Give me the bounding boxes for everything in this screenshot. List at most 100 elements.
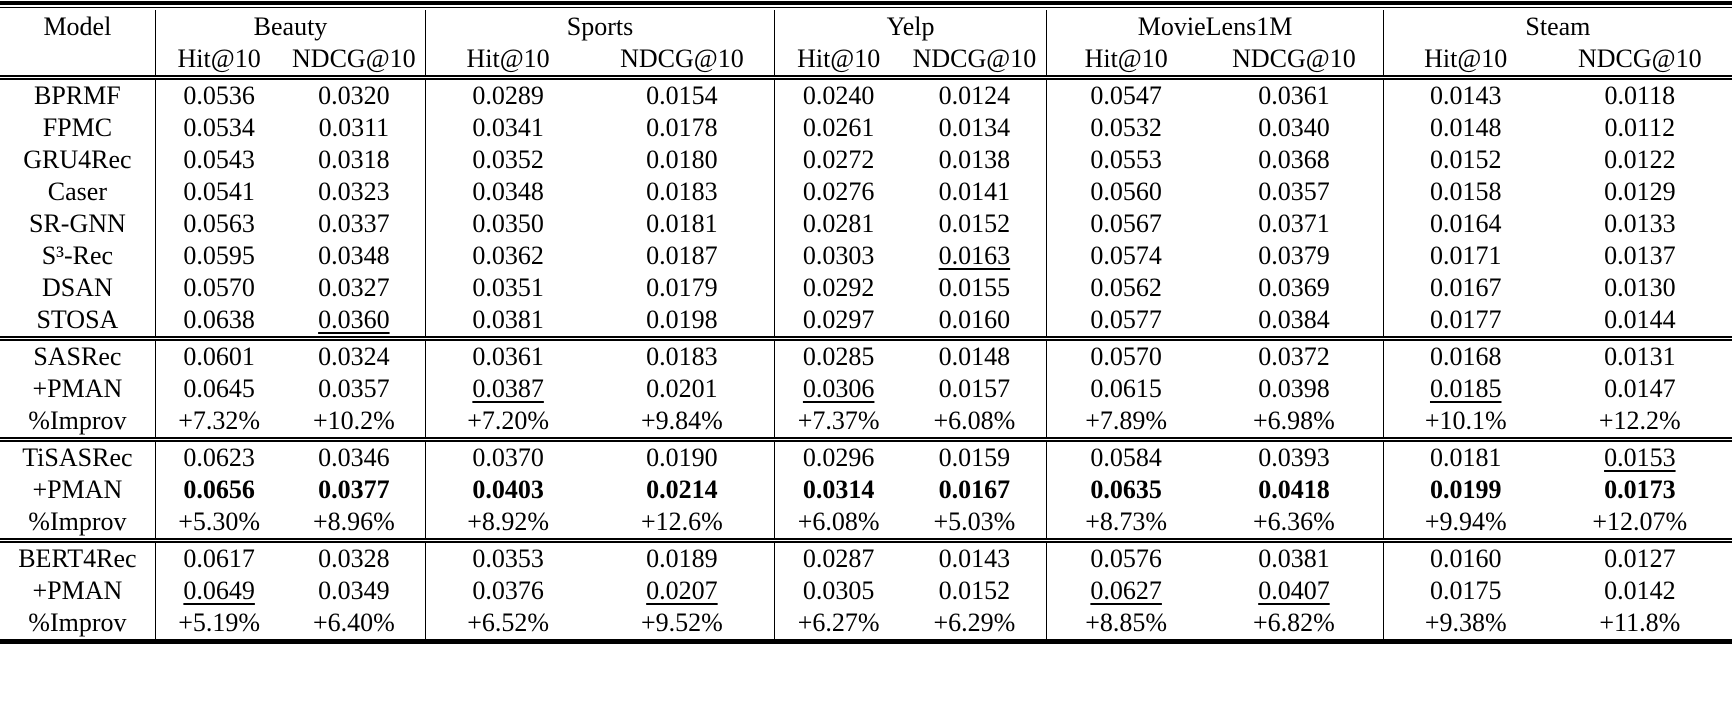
top-rule [0,1,1732,8]
row-label: FPMC [42,113,113,142]
metric-value-cell: 0.0324 [282,336,426,373]
metric-value-cell: 0.0346 [282,437,426,474]
metric-value-cell: 0.0134 [938,113,1011,142]
metric-column-header: NDCG@10 [902,42,1047,80]
metric-value-cell: 0.0214 [646,475,718,504]
metric-value-cell: 0.0138 [938,145,1011,174]
metric-value-cell: 0.0118 [1547,75,1732,112]
metric-value-cell: 0.0369 [1258,273,1330,302]
metric-value-cell: 0.0155 [938,273,1011,302]
metric-column-header: Hit@10 [425,42,590,80]
metric-value-cell: +8.85% [1046,607,1206,642]
metric-value-cell: 0.0240 [773,75,903,112]
metric-value-cell: +11.8% [1599,608,1681,637]
metric-value-cell: 0.0570 [154,272,283,304]
table-row: %Improv +5.19% +6.40% +6.52% +9.52% +6.27% +6.… [0,607,1732,642]
metric-value-cell: 0.0543 [154,144,283,176]
row-label: SR-GNN [28,209,126,238]
metric-value-cell: 0.0645 [154,373,283,405]
metric-value-cell: 0.0148 [1382,112,1548,144]
table-row-group: BPRMF 0.0536 0.0320 0.0289 0.0154 0.0240 0.012… [0,75,1732,339]
metric-value-cell: 0.0181 [1382,437,1548,474]
row-label: BPRMF [0,75,156,112]
metric-value-cell: +8.96% [312,507,395,536]
table-row: +PMAN 0.0656 0.0377 0.0403 0.0214 0.0314 0.016… [0,474,1732,506]
metric-value-cell: +7.37% [773,405,903,440]
metric-value-cell: 0.0183 [590,336,775,373]
metric-value-cell: 0.0635 [1046,474,1206,506]
metric-value-cell: 0.0303 [773,240,903,272]
metric-value-cell: 0.0553 [1046,144,1206,176]
row-label: DSAN [41,273,113,302]
metric-value-cell: 0.0627 [1046,575,1206,607]
metric-value-cell: 0.0292 [773,272,903,304]
metric-header-row: Hit@10 NDCG@10 Hit@10 NDCG@10 Hit@10 NDCG@10 H… [0,42,1732,80]
metric-value-cell: 0.0350 [425,208,590,240]
metric-value-cell: 0.0148 [902,336,1047,373]
metric-value-cell: 0.0287 [773,538,903,575]
metric-value-cell: +6.08% [773,506,903,541]
metric-value-cell: 0.0181 [646,209,718,238]
row-label: %Improv [28,608,127,637]
paper-table-page: Model Beauty Sports Yelp MovieLens1M Steam Hi… [0,1,1732,644]
metric-value-cell: 0.0337 [318,209,390,238]
metric-column-header: NDCG@10 [590,42,775,80]
metric-value-cell: 0.0177 [1382,304,1548,339]
metric-value-cell: 0.0137 [1604,241,1676,270]
metric-value-cell: 0.0536 [154,75,283,112]
metric-value-cell: 0.0623 [154,437,283,474]
metric-value-cell: 0.0261 [773,112,903,144]
model-column-header: Model [43,12,112,41]
metric-value-cell: 0.0160 [1382,538,1548,575]
table-row-group: SASRec 0.0601 0.0324 0.0361 0.0183 0.0285 0.01… [0,336,1732,440]
metric-value-cell: +6.52% [425,607,590,642]
metric-value-cell: 0.0407 [1258,576,1330,605]
metric-value-cell: 0.0163 [938,241,1011,270]
metric-value-cell: 0.0541 [154,176,283,208]
metric-value-cell: 0.0122 [1604,145,1676,174]
metric-value-cell: 0.0328 [282,538,426,575]
dataset-header-row: Model Beauty Sports Yelp MovieLens1M Steam [0,10,1732,42]
metric-value-cell: +12.6% [640,507,723,536]
metric-value-cell: 0.0167 [1382,272,1548,304]
table-row: GRU4Rec 0.0543 0.0318 0.0352 0.0180 0.0272 0.0… [0,144,1732,176]
metric-value-cell: 0.0320 [282,75,426,112]
metric-value-cell: 0.0577 [1046,304,1206,339]
metric-column-header: Hit@10 [773,42,903,80]
metric-value-cell: 0.0207 [646,576,718,605]
metric-value-cell: 0.0352 [425,144,590,176]
metric-value-cell: 0.0167 [938,475,1011,504]
metric-value-cell: +5.03% [933,507,1016,536]
metric-value-cell: 0.0361 [1205,75,1384,112]
metric-value-cell: 0.0532 [1046,112,1206,144]
metric-value-cell: 0.0190 [590,437,775,474]
row-label: BERT4Rec [0,538,156,575]
metric-column-header: Hit@10 [154,42,283,80]
table-row: BERT4Rec 0.0617 0.0328 0.0353 0.0189 0.0287 0.… [0,538,1732,575]
metric-value-cell: 0.0351 [425,272,590,304]
metric-value-cell: 0.0130 [1604,273,1676,302]
metric-value-cell: +7.32% [154,405,283,440]
metric-value-cell: 0.0152 [1382,144,1548,176]
metric-value-cell: 0.0323 [318,177,390,206]
metric-value-cell: +7.20% [425,405,590,440]
metric-value-cell: 0.0349 [318,576,390,605]
dataset-group-header: Yelp [773,10,1047,42]
metric-value-cell: 0.0124 [902,75,1047,112]
metric-value-cell: 0.0617 [154,538,283,575]
table-row: SASRec 0.0601 0.0324 0.0361 0.0183 0.0285 0.01… [0,336,1732,373]
metric-value-cell: 0.0649 [154,575,283,607]
metric-value-cell: 0.0353 [425,538,590,575]
metric-value-cell: 0.0183 [646,177,718,206]
table-row: DSAN 0.0570 0.0327 0.0351 0.0179 0.0292 0.0155… [0,272,1732,304]
metric-value-cell: 0.0168 [1382,336,1548,373]
table-row: SR-GNN 0.0563 0.0337 0.0350 0.0181 0.0281 0.01… [0,208,1732,240]
metric-value-cell: 0.0584 [1046,437,1206,474]
metric-value-cell: 0.0563 [154,208,283,240]
metric-value-cell: 0.0160 [938,305,1011,334]
metric-value-cell: 0.0199 [1382,474,1548,506]
metric-value-cell: +10.1% [1382,405,1548,440]
metric-column-header: Hit@10 [1382,42,1548,80]
results-table: Model Beauty Sports Yelp MovieLens1M Steam Hi… [0,10,1732,644]
metric-value-cell: 0.0143 [902,538,1047,575]
